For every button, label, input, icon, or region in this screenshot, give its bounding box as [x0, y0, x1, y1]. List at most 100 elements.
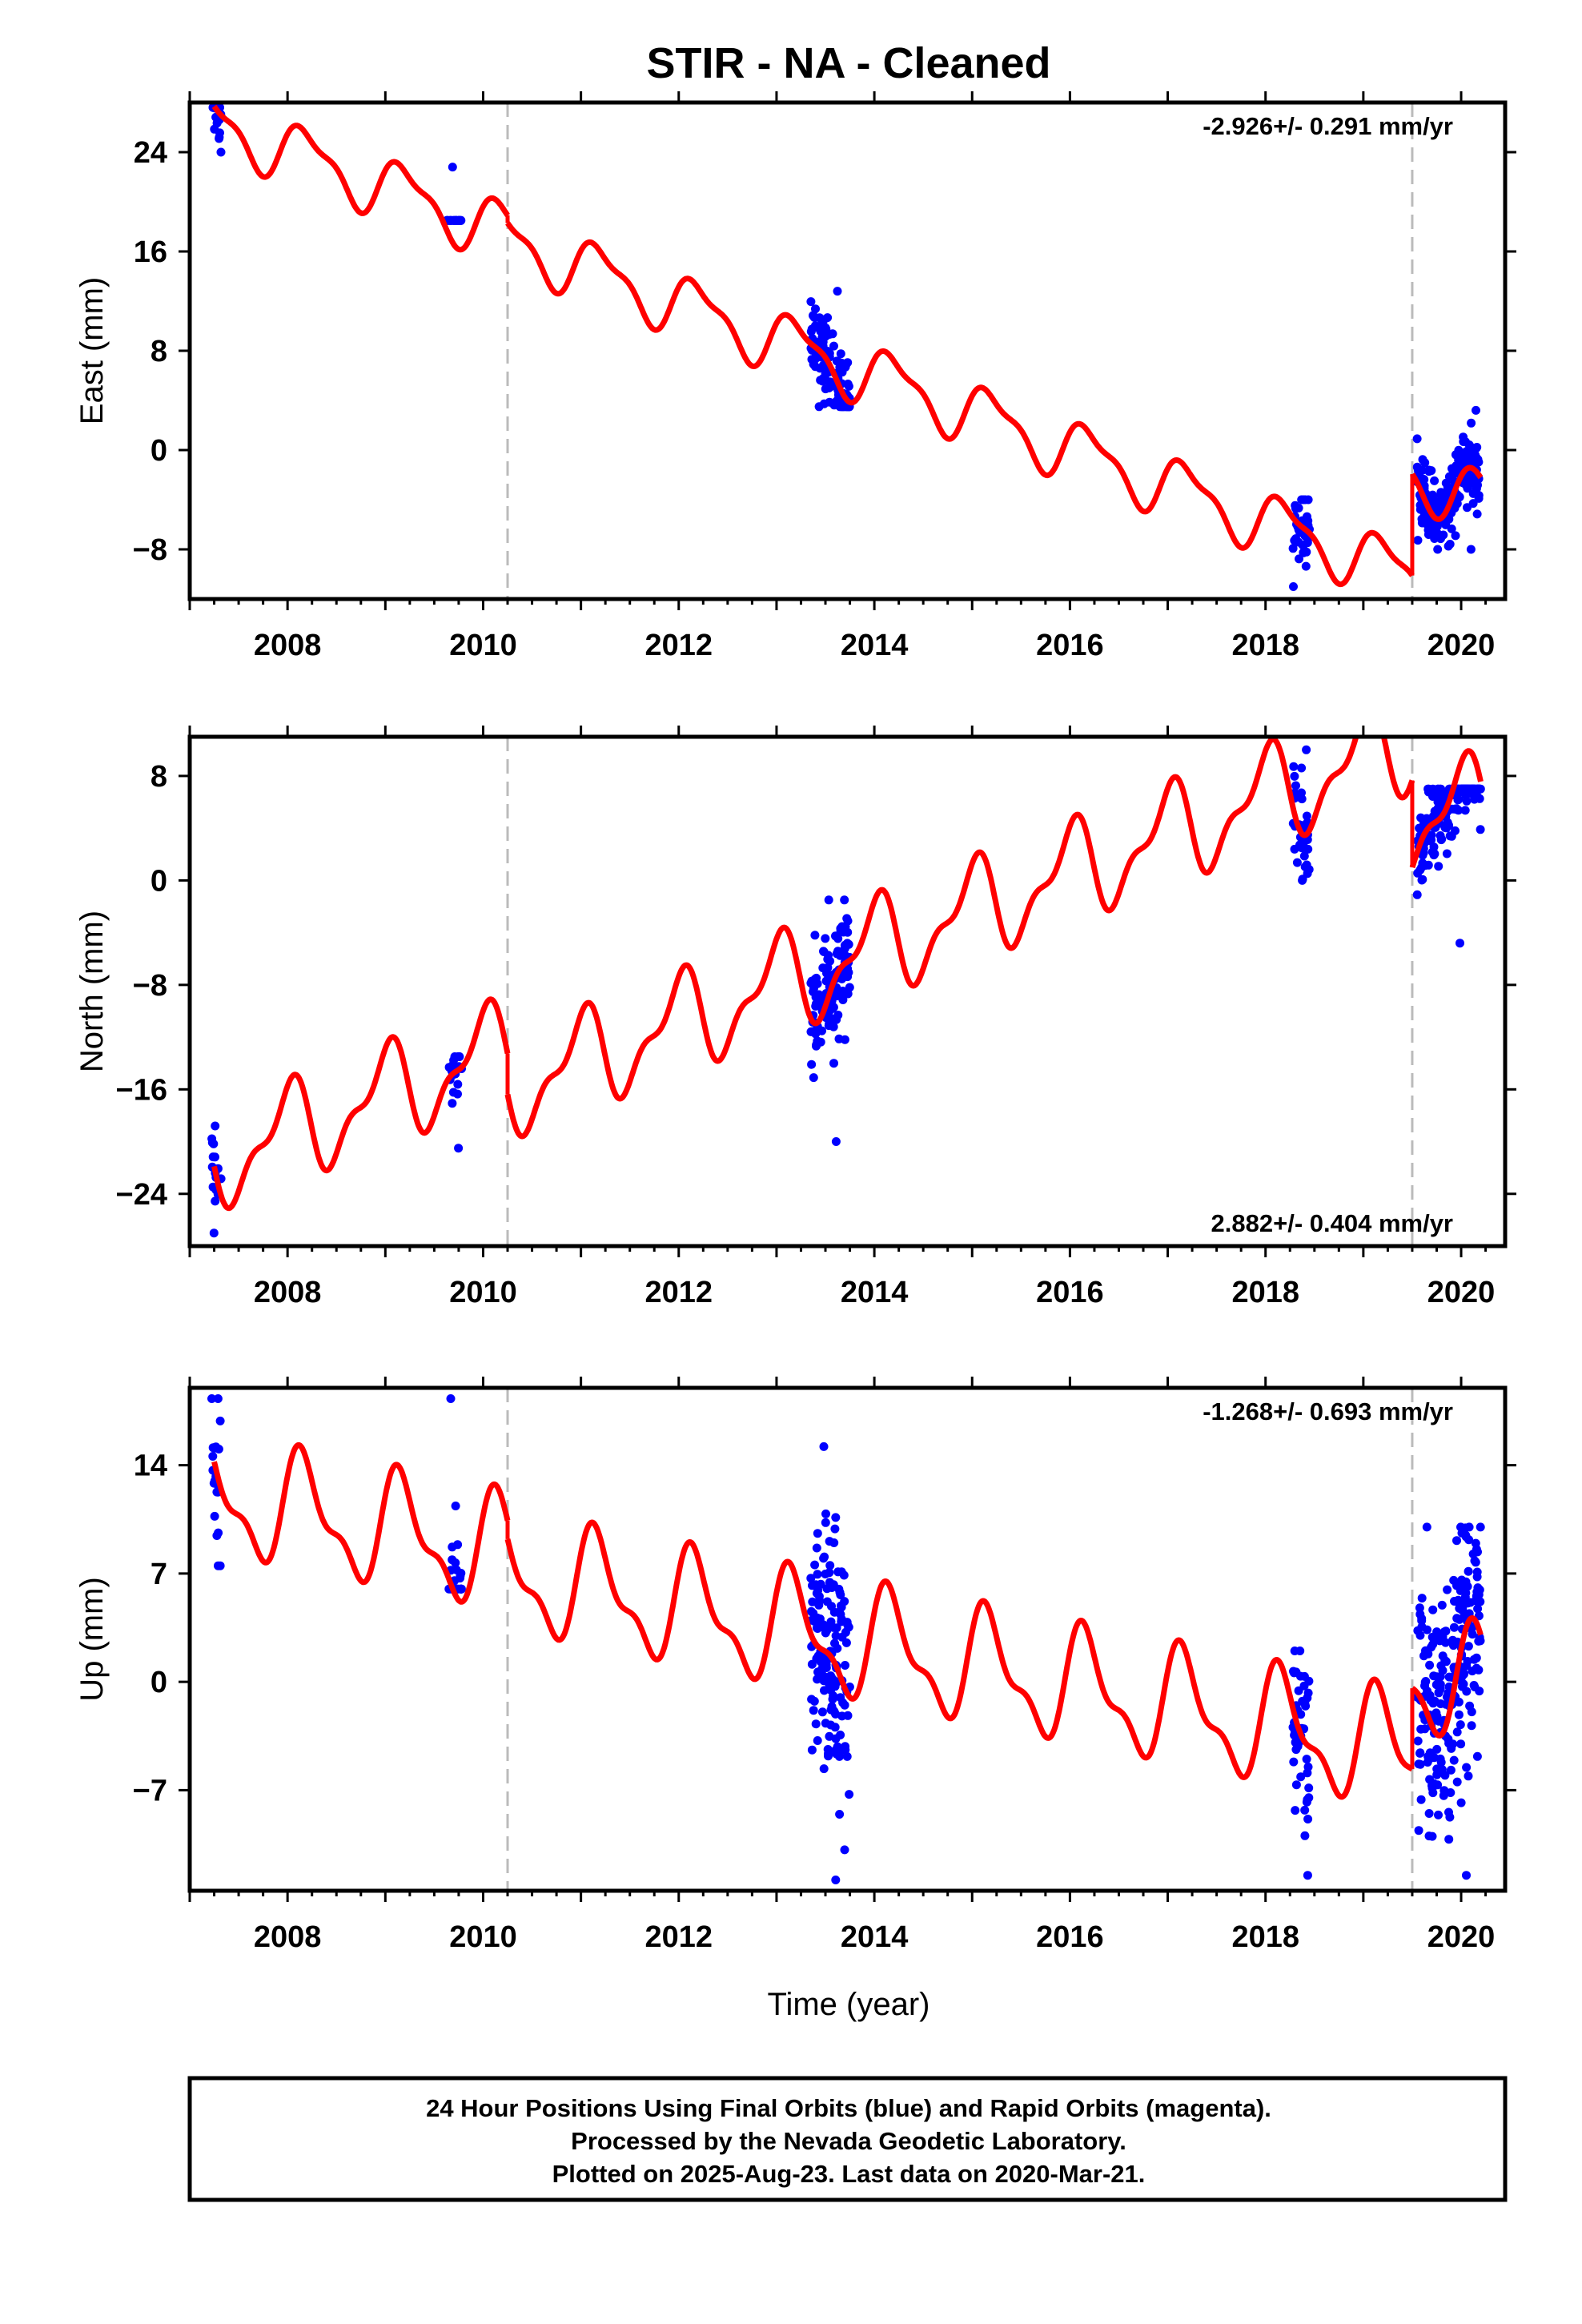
- data-point: [807, 1745, 817, 1755]
- data-point: [448, 1061, 457, 1071]
- data-point: [809, 984, 818, 993]
- data-point: [211, 1196, 220, 1206]
- data-point: [830, 1638, 839, 1648]
- x-tick-label: 2008: [254, 1920, 322, 1954]
- data-point: [825, 1578, 834, 1587]
- data-point: [842, 1751, 852, 1761]
- data-point: [209, 1228, 219, 1238]
- data-point: [834, 1034, 844, 1043]
- data-point: [1472, 1567, 1482, 1577]
- data-point: [813, 1736, 822, 1745]
- data-point: [841, 1627, 850, 1637]
- data-point: [455, 1052, 464, 1061]
- data-point: [809, 311, 818, 320]
- data-point: [835, 1810, 845, 1819]
- x-tick-label: 2020: [1427, 1276, 1496, 1309]
- data-point: [1428, 1640, 1438, 1649]
- data-point: [213, 1394, 223, 1403]
- data-point: [1291, 1667, 1301, 1677]
- y-tick-label: 14: [134, 1449, 167, 1483]
- data-point: [833, 947, 843, 956]
- data-point: [1468, 784, 1477, 794]
- data-point: [1451, 531, 1460, 541]
- data-point: [1414, 1759, 1423, 1769]
- data-point: [1426, 529, 1435, 539]
- data-point: [1445, 540, 1455, 549]
- data-point: [813, 1624, 822, 1633]
- rate-label: -1.268+/- 0.693 mm/yr: [1203, 1397, 1453, 1425]
- data-point: [454, 1144, 464, 1153]
- data-point: [1472, 405, 1480, 415]
- data-point: [809, 1073, 818, 1083]
- x-tick-label: 2020: [1427, 629, 1496, 662]
- data-point: [456, 1571, 465, 1581]
- data-point: [1470, 1556, 1480, 1566]
- data-point: [836, 1731, 845, 1739]
- data-point: [1433, 545, 1443, 554]
- data-point: [829, 400, 839, 410]
- data-point: [1464, 1566, 1473, 1576]
- data-point: [1447, 1743, 1456, 1753]
- caption-line-2: Processed by the Nevada Geodetic Laborat…: [571, 2127, 1126, 2155]
- data-point: [1434, 862, 1443, 871]
- data-point: [1289, 582, 1298, 591]
- data-point: [1456, 1739, 1466, 1749]
- x-tick-label: 2012: [645, 1276, 713, 1309]
- data-point: [813, 1651, 823, 1661]
- data-point: [837, 402, 846, 412]
- y-axis-label: East (mm): [74, 277, 110, 424]
- data-point: [1452, 1777, 1462, 1787]
- data-point: [1476, 1522, 1485, 1532]
- data-point: [829, 1059, 838, 1068]
- data-point: [829, 1538, 839, 1547]
- y-tick-label: −8: [133, 969, 167, 1003]
- data-point: [1291, 1780, 1301, 1790]
- data-point: [1434, 1716, 1443, 1726]
- data-point: [1464, 1522, 1474, 1532]
- model-fit-segment-2: [504, 737, 1415, 1140]
- data-point: [1473, 1583, 1483, 1593]
- data-point: [1303, 1768, 1312, 1778]
- data-point: [215, 132, 224, 142]
- data-points: [207, 745, 1485, 1238]
- x-tick-label: 2018: [1231, 1276, 1299, 1309]
- data-point: [1299, 1671, 1309, 1681]
- data-point: [1459, 432, 1468, 442]
- data-point: [1425, 1775, 1435, 1784]
- data-point: [841, 1745, 850, 1755]
- data-point: [816, 321, 825, 331]
- data-point: [1472, 1751, 1482, 1761]
- data-point: [843, 1621, 853, 1630]
- data-point: [1297, 794, 1307, 804]
- data-point: [1435, 1672, 1445, 1681]
- data-point: [1436, 835, 1446, 845]
- data-point: [831, 931, 840, 941]
- data-point: [1432, 1770, 1442, 1779]
- data-point: [1427, 490, 1437, 500]
- data-point: [456, 1584, 466, 1594]
- x-tick-label: 2018: [1231, 1920, 1299, 1954]
- data-point: [821, 375, 830, 384]
- data-point: [1429, 842, 1439, 852]
- data-point: [1476, 1597, 1485, 1606]
- panel-east: 2008 2010 2012 2014 2016 2018 2020 24 16 8 0 −8 East…: [74, 91, 1516, 662]
- data-point: [1461, 1577, 1471, 1586]
- data-point: [1442, 849, 1452, 858]
- data-point: [1301, 561, 1311, 571]
- x-tick-label: 2010: [449, 1276, 517, 1309]
- data-point: [1424, 465, 1434, 475]
- panels: 2008 2010 2012 2014 2016 2018 2020 24 16 8 0 −8 East…: [74, 91, 1516, 1954]
- data-point: [1289, 1757, 1299, 1767]
- data-point: [1462, 1763, 1472, 1772]
- data-point: [1423, 1687, 1432, 1696]
- data-point: [825, 1568, 834, 1578]
- data-point: [1427, 1831, 1437, 1841]
- data-point: [843, 1711, 853, 1720]
- data-point: [807, 324, 817, 334]
- data-point: [840, 1845, 849, 1855]
- data-point: [1304, 1783, 1314, 1793]
- data-point: [1465, 456, 1475, 465]
- data-point: [829, 1607, 839, 1617]
- model-fit-segment-1: [211, 996, 511, 1212]
- panel-up: 2008 2010 2012 2014 2016 2018 2020 14 7 0 −7 Up (mm…: [74, 1377, 1516, 1954]
